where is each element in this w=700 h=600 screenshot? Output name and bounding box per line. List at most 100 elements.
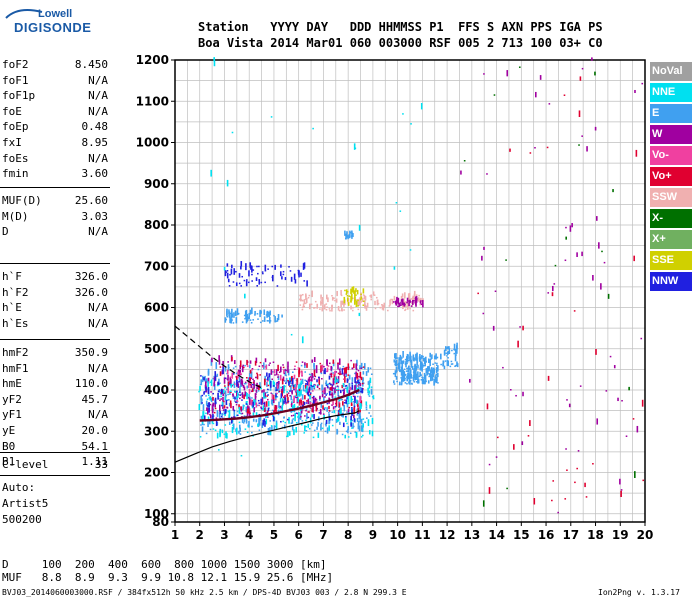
- echo-point: [253, 380, 255, 386]
- echo-point: [234, 396, 236, 400]
- echo-point: [278, 401, 280, 408]
- param-clevel: C-level 33: [2, 458, 108, 472]
- echo-point: [256, 285, 259, 287]
- echo-point: [273, 425, 276, 430]
- echo-point: [234, 416, 236, 418]
- echo-point: [303, 280, 306, 282]
- echo-point: [309, 393, 312, 396]
- echo-point: [228, 315, 231, 318]
- echo-point: [362, 388, 364, 390]
- echo-point: [271, 399, 273, 405]
- echo-point: [406, 301, 408, 304]
- echo-point: [416, 299, 419, 302]
- echo-point: [249, 309, 252, 315]
- echo-point: [345, 384, 348, 387]
- echo-point: [215, 419, 218, 427]
- echo-point: [362, 300, 365, 303]
- echo-point: [275, 420, 278, 425]
- echo-point: [266, 372, 268, 377]
- echo-point: [319, 308, 321, 310]
- echo-point: [360, 400, 363, 407]
- echo-point: [445, 346, 447, 351]
- echo-point: [213, 377, 216, 383]
- echo-point: [221, 429, 224, 432]
- echo-point: [315, 369, 318, 374]
- echo-point: [350, 402, 353, 406]
- echo-point: [223, 266, 226, 271]
- echo-point: [393, 381, 395, 384]
- echo-point: [401, 300, 404, 302]
- echo-point: [367, 391, 369, 394]
- echo-point: [285, 378, 288, 383]
- echo-point: [301, 397, 304, 400]
- y-tick-label: 800: [144, 218, 169, 232]
- echo-point: [216, 410, 219, 417]
- echo-point: [422, 357, 425, 362]
- echo-point: [341, 368, 344, 375]
- echo-point: [371, 396, 374, 398]
- echo-point: [335, 376, 337, 380]
- echo-point: [415, 365, 418, 371]
- echo-point: [347, 235, 349, 238]
- echo-point: [269, 362, 271, 364]
- echo-point: [404, 292, 406, 299]
- echo-point: [263, 309, 266, 315]
- echo-point: [247, 396, 250, 399]
- echo-point: [354, 431, 357, 433]
- echo-point: [347, 395, 350, 403]
- echo-point: [249, 370, 252, 374]
- echo-point: [306, 388, 309, 391]
- echo-point: [294, 408, 296, 410]
- echo-point: [289, 380, 292, 383]
- echo-point: [351, 408, 353, 410]
- echo-point: [358, 378, 360, 381]
- echo-point: [352, 413, 354, 416]
- echo-point: [312, 396, 315, 402]
- echo-point: [302, 303, 305, 308]
- echo-point: [347, 302, 350, 305]
- echo-point: [351, 391, 354, 394]
- echo-point: [328, 419, 330, 425]
- echo-point: [410, 366, 413, 368]
- echo-point: [261, 408, 263, 410]
- echo-point: [303, 262, 306, 269]
- echo-point: [307, 416, 310, 419]
- param-name: h`E: [2, 301, 22, 315]
- echo-point: [281, 314, 283, 318]
- echo-point: [335, 377, 337, 384]
- echo-point: [326, 383, 329, 386]
- echo-point: [355, 431, 358, 437]
- echo-point: [294, 415, 296, 422]
- echo-point: [290, 401, 293, 408]
- echo-point: [292, 399, 294, 401]
- param-name: B0: [2, 439, 16, 453]
- echo-point: [337, 389, 340, 391]
- echo-point: [303, 305, 306, 308]
- echo-point: [420, 361, 423, 368]
- echo-point: [454, 354, 457, 362]
- echo-point: [285, 374, 287, 377]
- echo-point: [433, 379, 436, 384]
- echo-point: [353, 418, 356, 422]
- echo-point: [264, 264, 267, 271]
- echo-point: [301, 394, 304, 400]
- echo-point: [413, 293, 416, 296]
- echo-point: [234, 310, 237, 317]
- x-tick-label: 11: [414, 528, 431, 542]
- echo-point: [312, 403, 314, 408]
- echo-point: [270, 411, 273, 414]
- echo-point: [255, 277, 258, 281]
- echo-point: [360, 403, 362, 409]
- echo-point: [421, 376, 423, 378]
- echo-point: [412, 356, 414, 361]
- echo-point: [612, 189, 614, 193]
- param-name: C-level: [2, 458, 49, 471]
- param-value: N/A: [88, 151, 108, 165]
- echo-point: [398, 383, 401, 386]
- echo-point: [407, 293, 410, 301]
- echo-point: [319, 362, 322, 365]
- echo-point: [337, 372, 340, 375]
- echo-point: [255, 419, 258, 423]
- echo-point: [336, 415, 339, 418]
- echo-point: [228, 391, 231, 394]
